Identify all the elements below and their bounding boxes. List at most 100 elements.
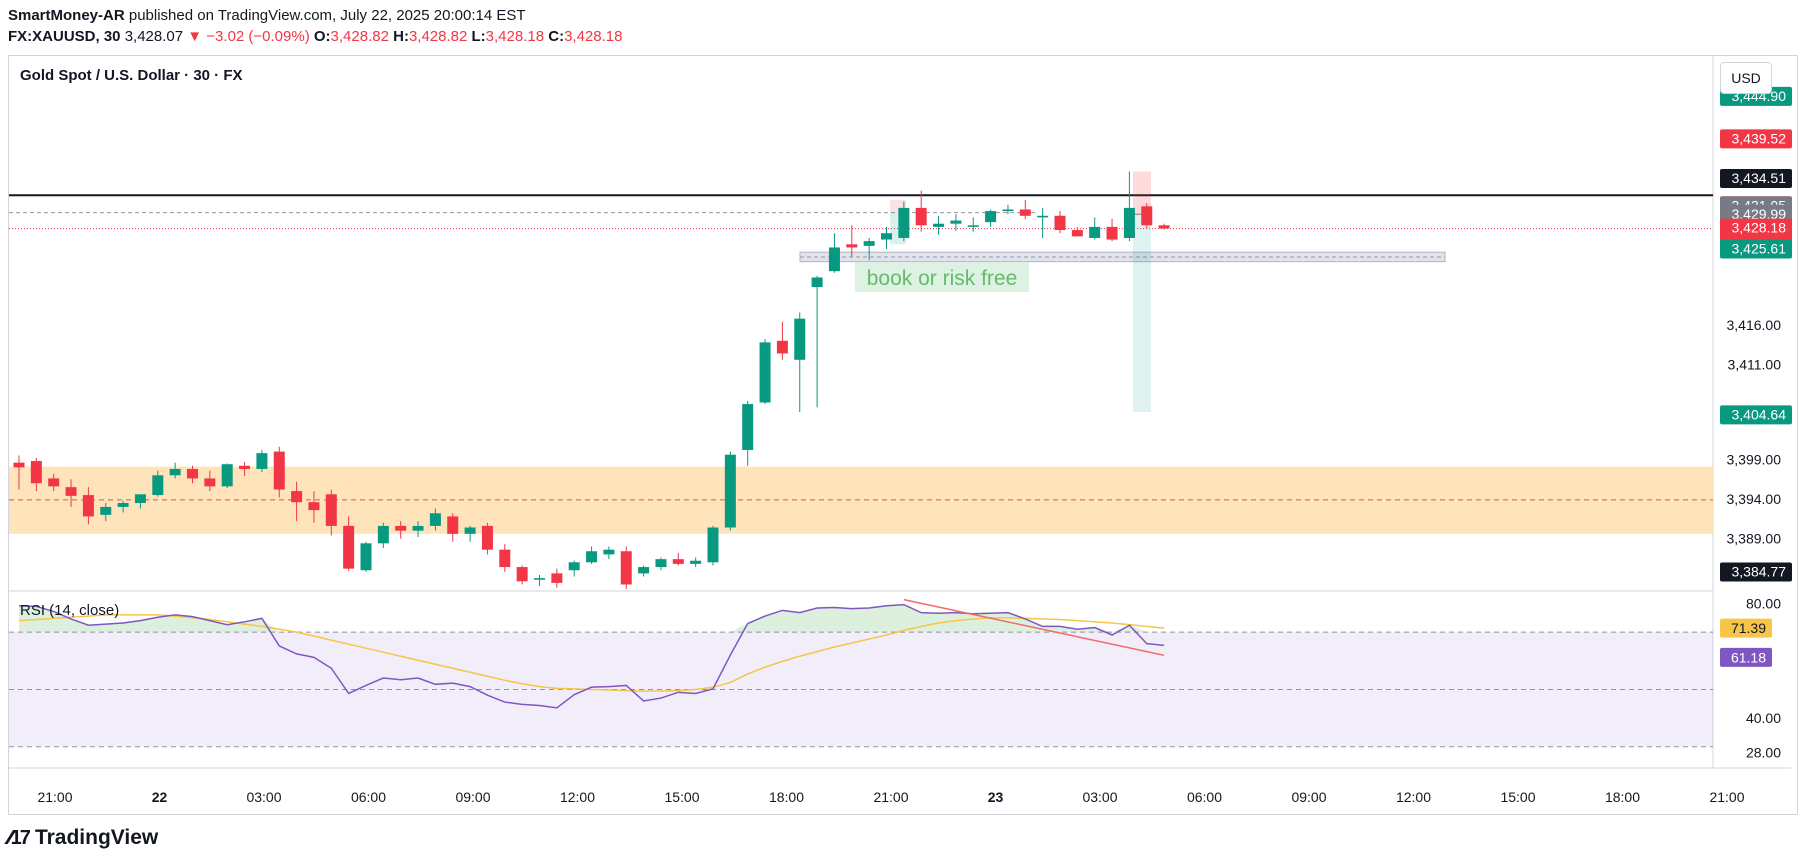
candle-body bbox=[499, 549, 511, 568]
currency-button[interactable]: USD bbox=[1720, 62, 1772, 94]
candle-body bbox=[586, 551, 598, 563]
candle-body bbox=[967, 225, 979, 227]
candle-body bbox=[759, 342, 771, 403]
candle-body bbox=[881, 233, 892, 240]
brand-name: TradingView bbox=[34, 826, 159, 849]
candle-body bbox=[13, 462, 25, 468]
last-price: 3,428.07 bbox=[124, 28, 184, 45]
candle-body bbox=[828, 247, 840, 272]
candle-body bbox=[707, 527, 719, 563]
candle-body bbox=[672, 559, 684, 564]
candle-body bbox=[134, 494, 146, 503]
candle-body bbox=[1002, 209, 1014, 212]
price-label-box bbox=[1720, 239, 1792, 259]
candle-body bbox=[950, 220, 962, 224]
candle-body bbox=[933, 223, 945, 227]
candle-body bbox=[690, 560, 702, 564]
candle-body bbox=[1123, 207, 1135, 238]
rsi-tick-label: 40.00 bbox=[1746, 710, 1781, 726]
price-tick-label: 3,411.00 bbox=[1728, 357, 1782, 373]
price-label-text: 3,434.51 bbox=[1732, 170, 1787, 186]
price-label-box bbox=[1720, 562, 1792, 582]
open-label: O: bbox=[313, 28, 331, 45]
time-tick-label: 06:00 bbox=[351, 789, 386, 805]
candle-body bbox=[117, 502, 129, 507]
time-tick-label: 23 bbox=[988, 789, 1004, 805]
rsi-value-text: 61.18 bbox=[1731, 649, 1766, 665]
candle-body bbox=[655, 559, 667, 568]
time-tick-label: 09:00 bbox=[455, 789, 490, 805]
candle-body bbox=[516, 567, 528, 582]
tradingview-logo-icon: ⁄⁄17 bbox=[8, 826, 31, 849]
candle-body bbox=[1158, 225, 1170, 229]
candle-body bbox=[343, 525, 355, 569]
price-label-box bbox=[1720, 405, 1792, 425]
price-label-box bbox=[1720, 169, 1792, 189]
time-tick-label: 22 bbox=[152, 789, 168, 805]
candle-body bbox=[794, 318, 806, 360]
candle-body bbox=[915, 207, 927, 226]
candle-body bbox=[377, 525, 389, 544]
rsi-value-box bbox=[1720, 647, 1772, 667]
rsi-tick-label: 80.00 bbox=[1746, 595, 1781, 611]
publisher-name[interactable]: SmartMoney-AR bbox=[8, 7, 125, 24]
annotation-text: book or risk free bbox=[867, 267, 1018, 290]
tradingview-logo[interactable]: ⁄⁄17 TradingView bbox=[8, 826, 158, 850]
publisher-line: SmartMoney-AR published on TradingView.c… bbox=[8, 6, 622, 25]
price-tick-label: 3,394.00 bbox=[1727, 491, 1782, 507]
time-tick-label: 06:00 bbox=[1187, 789, 1222, 805]
position-target-area bbox=[1133, 214, 1151, 412]
candle-body bbox=[169, 468, 181, 476]
rsi-tick-label: 28.00 bbox=[1746, 745, 1781, 761]
candle-body bbox=[447, 516, 459, 534]
time-tick-label: 18:00 bbox=[1605, 789, 1640, 805]
candle-body bbox=[239, 465, 251, 469]
rsi-ma-line bbox=[18, 614, 1165, 692]
candle-body bbox=[221, 464, 233, 487]
low-label: L: bbox=[471, 28, 486, 45]
candle-body bbox=[776, 340, 788, 354]
candle-body bbox=[534, 578, 545, 580]
time-tick-label: 18:00 bbox=[769, 789, 804, 805]
candle-body bbox=[1071, 230, 1083, 237]
candle-body bbox=[429, 513, 441, 526]
price-label-text: 3,439.52 bbox=[1732, 130, 1787, 146]
candle-body bbox=[360, 543, 372, 571]
candle-body bbox=[551, 573, 563, 583]
rsi-overbought-fill bbox=[19, 604, 1165, 633]
candle-body bbox=[481, 525, 493, 550]
rsi-value-text: 71.39 bbox=[1731, 620, 1766, 636]
candle-body bbox=[620, 551, 632, 585]
time-tick-label: 15:00 bbox=[1500, 789, 1535, 805]
candle-body bbox=[325, 494, 337, 526]
candle-body bbox=[1019, 209, 1031, 216]
annotation-background bbox=[855, 262, 1029, 292]
candle-body bbox=[1106, 226, 1118, 240]
time-tick-label: 09:00 bbox=[1291, 789, 1326, 805]
earlier-position-stop bbox=[890, 199, 906, 212]
rsi-indicator-label[interactable]: RSI (14, close) bbox=[20, 602, 120, 619]
price-label-text: 3,384.77 bbox=[1732, 564, 1787, 580]
candle-body bbox=[152, 475, 164, 496]
candle-body bbox=[65, 487, 77, 496]
high-value: 3,428.82 bbox=[408, 28, 468, 45]
price-tick-label: 3,416.00 bbox=[1727, 317, 1782, 333]
time-tick-label: 03:00 bbox=[246, 789, 281, 805]
candle-body bbox=[273, 451, 285, 490]
price-label-text: 3,404.64 bbox=[1732, 406, 1787, 422]
candle-body bbox=[30, 461, 42, 484]
price-label-text: 3,425.61 bbox=[1732, 240, 1787, 256]
candle-body bbox=[291, 491, 303, 503]
low-value: 3,428.18 bbox=[485, 28, 545, 45]
candle-body bbox=[308, 502, 320, 511]
candle-body bbox=[603, 549, 615, 555]
time-tick-label: 21:00 bbox=[37, 789, 72, 805]
time-tick-label: 12:00 bbox=[1396, 789, 1431, 805]
candle-body bbox=[412, 525, 424, 531]
candle-body bbox=[187, 468, 198, 479]
candle-body bbox=[898, 207, 910, 238]
candle-body bbox=[204, 478, 216, 487]
candle-body bbox=[863, 241, 875, 246]
time-tick-label: 15:00 bbox=[664, 789, 699, 805]
